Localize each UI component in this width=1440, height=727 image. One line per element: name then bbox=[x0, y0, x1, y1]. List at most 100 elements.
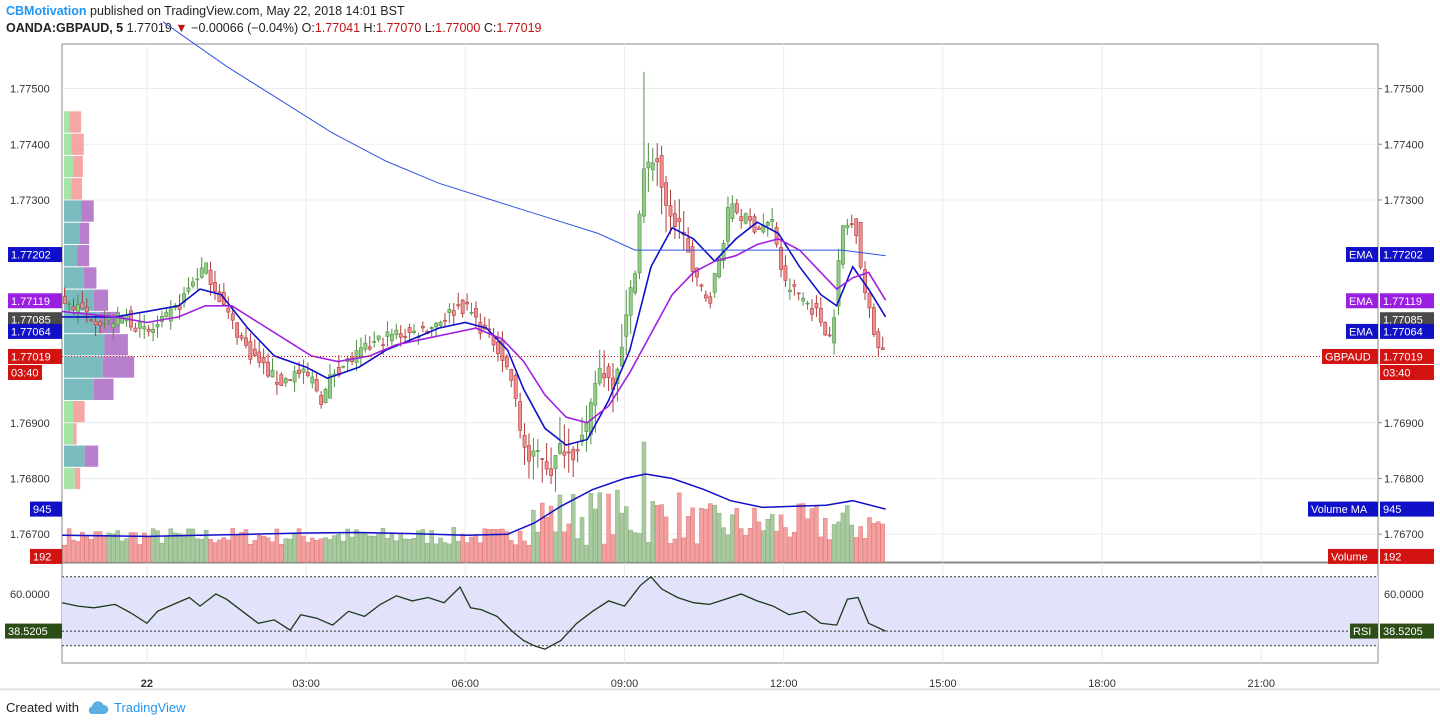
candle-up bbox=[394, 329, 399, 335]
candle-down bbox=[668, 205, 673, 217]
volume-bar bbox=[716, 512, 722, 563]
volume-bar bbox=[371, 535, 377, 563]
volume-profile-down-bar bbox=[74, 467, 81, 490]
candle-up bbox=[558, 443, 562, 454]
author-link[interactable]: CBMotivation bbox=[6, 4, 87, 18]
candle-down bbox=[275, 381, 279, 385]
candle-up bbox=[67, 303, 71, 305]
volume-bar bbox=[690, 507, 695, 563]
left-price-tag-bg bbox=[8, 312, 62, 328]
tradingview-link[interactable]: TradingView bbox=[85, 700, 186, 715]
left-price-tag-bg bbox=[8, 247, 62, 263]
price-pane[interactable] bbox=[61, 43, 1379, 563]
volume-bar bbox=[407, 539, 412, 563]
right-price-tag-bg bbox=[1380, 348, 1434, 364]
symbol-label[interactable]: OANDA:GBPAUD, 5 bbox=[6, 21, 124, 35]
right-price-tag: 1.77085 bbox=[1383, 315, 1423, 327]
volume-bar bbox=[880, 523, 885, 563]
volume-bar bbox=[256, 534, 262, 563]
candle-up bbox=[650, 162, 655, 171]
volume-bar bbox=[385, 537, 390, 563]
candle-down bbox=[71, 306, 76, 311]
publish-line: CBMotivation published on TradingView.co… bbox=[6, 3, 542, 20]
candle-up bbox=[597, 367, 602, 384]
time-tick-label: 15:00 bbox=[929, 678, 957, 690]
candle-down bbox=[407, 327, 412, 333]
low-value: 1.77000 bbox=[435, 21, 481, 35]
volume-bar bbox=[464, 542, 470, 563]
candle-down bbox=[84, 306, 89, 313]
volume-bar bbox=[800, 503, 806, 563]
volume-bar bbox=[234, 535, 240, 563]
candle-up bbox=[642, 168, 646, 217]
volume-bar bbox=[677, 492, 682, 563]
high-label: H: bbox=[363, 21, 377, 35]
candle-down bbox=[261, 357, 266, 364]
candle-down bbox=[266, 361, 270, 377]
candle-down bbox=[703, 294, 708, 299]
candle-up bbox=[836, 260, 841, 307]
volume-bar bbox=[433, 543, 439, 563]
volume-bar bbox=[809, 508, 815, 563]
right-rsi-tag-bg bbox=[1380, 623, 1434, 639]
volume-bar bbox=[827, 539, 832, 563]
volume-bar bbox=[681, 537, 686, 563]
volume-bar bbox=[425, 543, 430, 563]
volume-bar bbox=[553, 531, 558, 563]
price-tick-label-left: 1.76800 bbox=[10, 473, 50, 485]
volume-bar bbox=[769, 514, 775, 563]
right-volume-ma-tag-bg bbox=[1380, 501, 1434, 517]
volume-ma-line bbox=[61, 473, 886, 538]
volume-bar bbox=[296, 528, 302, 563]
candle-down bbox=[314, 379, 319, 392]
candle-up bbox=[270, 369, 275, 378]
volume-bar bbox=[747, 528, 753, 563]
volume-bar bbox=[115, 530, 120, 563]
candle-up bbox=[628, 287, 633, 316]
volume-bar bbox=[93, 531, 98, 563]
volume-bar bbox=[442, 542, 448, 563]
candle-down bbox=[504, 356, 509, 368]
volume-bar bbox=[133, 532, 138, 563]
volume-bar bbox=[575, 538, 580, 563]
volume-bar bbox=[708, 503, 713, 563]
open-label: O: bbox=[301, 21, 315, 35]
volume-bar bbox=[142, 532, 147, 563]
volume-profile-down-bar bbox=[93, 378, 114, 400]
volume-bar bbox=[416, 530, 421, 563]
volume-bar bbox=[867, 517, 872, 563]
candle-down bbox=[540, 458, 545, 460]
candle-down bbox=[208, 269, 213, 285]
volume-bar bbox=[606, 493, 611, 563]
volume-bar bbox=[513, 544, 518, 563]
candle-up bbox=[323, 388, 328, 404]
volume-bar bbox=[97, 531, 103, 563]
left-rsi-tag-bg bbox=[5, 623, 62, 639]
volume-bar bbox=[522, 540, 527, 563]
volume-bar bbox=[340, 540, 346, 563]
time-tick-label: 12:00 bbox=[770, 678, 798, 690]
volume-bar bbox=[495, 529, 501, 563]
volume-bar bbox=[624, 506, 629, 563]
volume-bar bbox=[783, 527, 788, 563]
volume-bar bbox=[62, 545, 67, 563]
volume-bar bbox=[738, 528, 744, 563]
candle-down bbox=[93, 321, 98, 325]
time-tick-label: 21:00 bbox=[1247, 678, 1275, 690]
candle-down bbox=[602, 373, 607, 379]
volume-profile-up-bar bbox=[64, 245, 78, 267]
volume-bar bbox=[106, 532, 112, 563]
candle-up bbox=[633, 273, 637, 294]
volume-bar bbox=[336, 533, 342, 563]
candle-up bbox=[363, 342, 368, 350]
candle-down bbox=[571, 449, 576, 461]
candle-down bbox=[672, 213, 677, 227]
series-name-tag-bg bbox=[1346, 247, 1378, 263]
candle-up bbox=[199, 267, 204, 278]
candle-down bbox=[810, 308, 814, 315]
candle-up bbox=[412, 330, 416, 333]
ema-line-slow bbox=[61, 238, 887, 424]
candle-down bbox=[518, 401, 523, 431]
candle-down bbox=[659, 155, 664, 188]
